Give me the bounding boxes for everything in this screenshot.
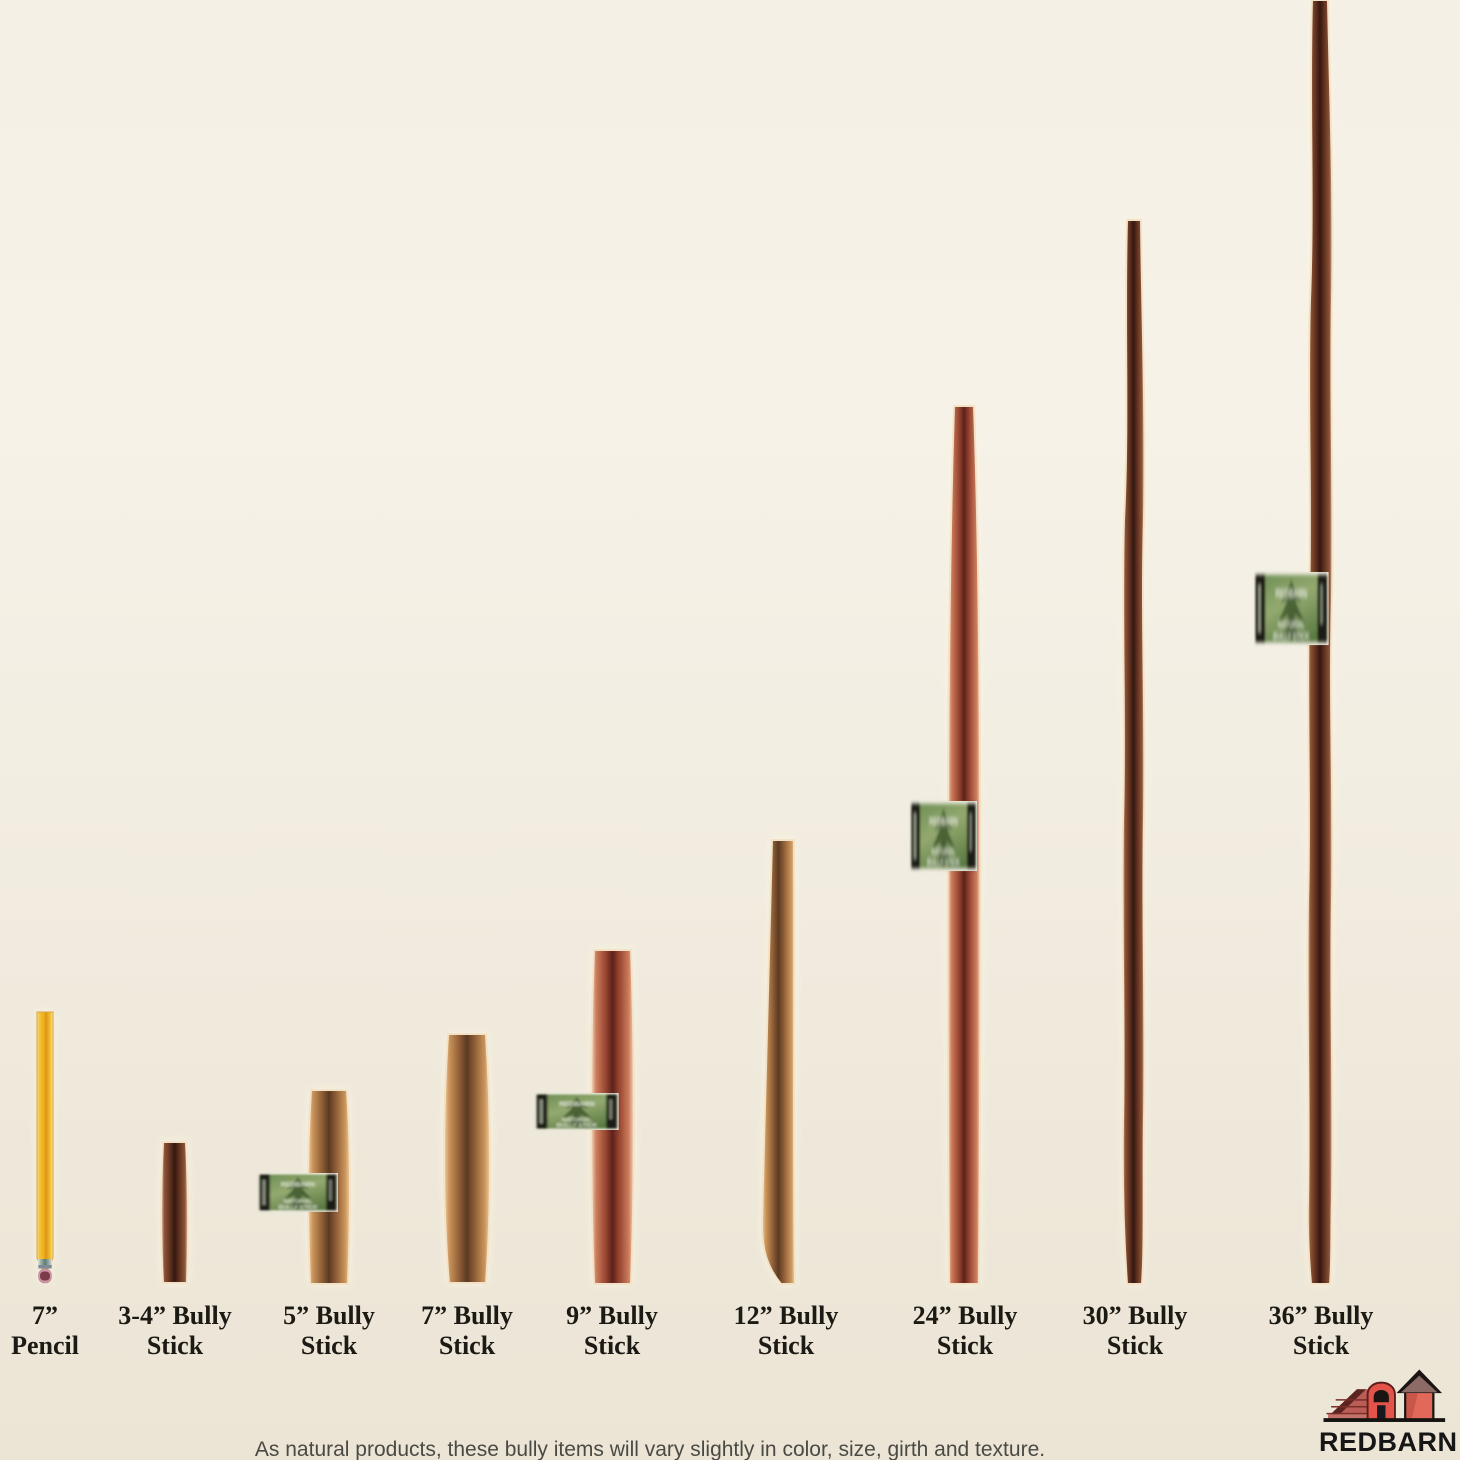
svg-text:REDBARN: REDBARN	[1319, 1427, 1458, 1457]
